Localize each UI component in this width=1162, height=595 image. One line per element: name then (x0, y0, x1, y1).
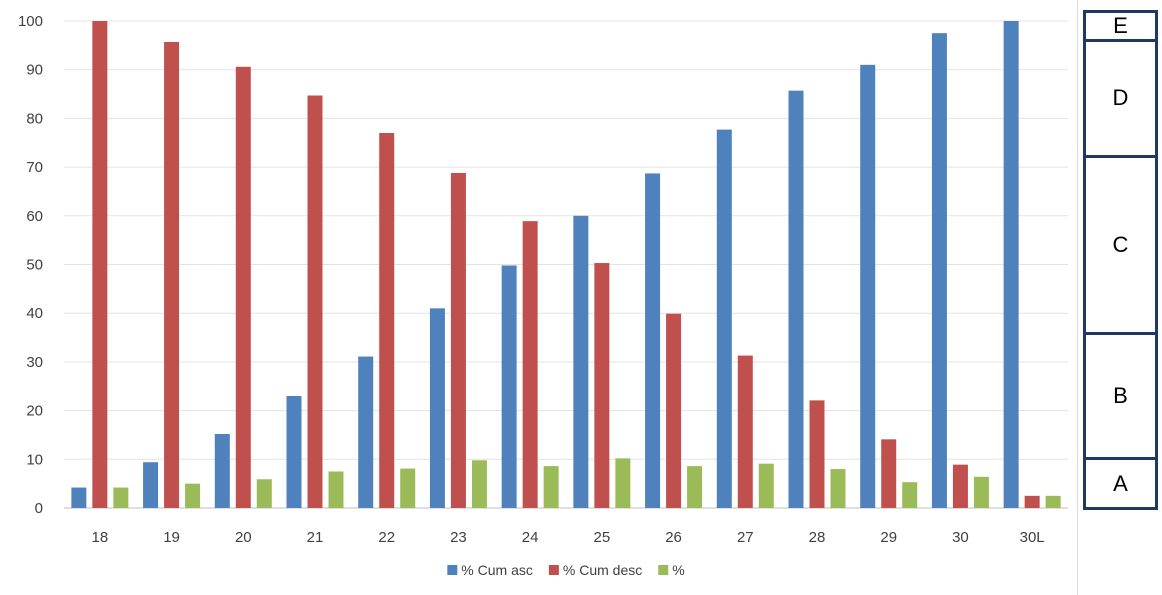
x-tick-label: 18 (92, 529, 109, 546)
bar (400, 468, 416, 508)
grade-cell-a: A (1086, 460, 1155, 507)
grade-cell-c: C (1086, 158, 1155, 335)
x-tick-label: 20 (235, 529, 252, 546)
bar (881, 439, 897, 508)
bar (830, 469, 846, 508)
grade-label: B (1113, 382, 1128, 408)
bar (113, 487, 129, 508)
grade-cell-d: D (1086, 42, 1155, 158)
bar (143, 462, 159, 508)
bar (645, 173, 661, 508)
bar (758, 463, 774, 508)
bar (256, 479, 272, 508)
grade-label: E (1113, 13, 1128, 38)
bar-chart: 0 10 20 30 40 50 60 70 80 90 100 18 19 20 21 22 23 24 25 26… (18, 13, 1068, 578)
bar (1003, 21, 1019, 508)
y-tick-label: 70 (26, 159, 43, 176)
chart-area: 0 10 20 30 40 50 60 70 80 90 100 18 19 20 21 22 23 24 25 26… (18, 0, 1078, 595)
bar (429, 308, 445, 508)
bar (594, 263, 610, 508)
bar (687, 466, 703, 508)
bar (522, 221, 538, 509)
x-tick-label: 24 (522, 529, 539, 546)
y-tick-label: 10 (26, 451, 43, 468)
x-tick-label: 19 (163, 529, 180, 546)
bar (716, 129, 732, 508)
bar (471, 460, 487, 508)
bar (358, 356, 374, 508)
y-tick-label: 90 (26, 62, 43, 79)
bar (1045, 495, 1061, 508)
bar (860, 64, 876, 508)
bar (379, 133, 395, 508)
grade-scale: E D C B A (1083, 10, 1158, 510)
legend-label: % (672, 562, 684, 578)
grade-cell-e: E (1086, 13, 1155, 42)
bar (214, 433, 230, 508)
bar (573, 215, 589, 509)
legend-label: % Cum desc (563, 562, 642, 578)
x-tick-label: 28 (809, 529, 826, 546)
legend-swatch (658, 565, 669, 575)
x-tick-label: 23 (450, 529, 467, 546)
y-tick-label: 40 (26, 305, 43, 322)
y-tick-label: 80 (26, 110, 43, 127)
bar (737, 355, 753, 508)
bar (615, 458, 631, 508)
bar (328, 471, 344, 508)
bar (286, 395, 302, 508)
bar (931, 33, 947, 509)
y-tick-label: 60 (26, 208, 43, 225)
x-tick-label: 26 (665, 529, 682, 546)
y-tick-label: 100 (18, 13, 43, 30)
y-tick-label: 30 (26, 354, 43, 371)
grade-cell-b: B (1086, 335, 1155, 460)
bar (450, 172, 466, 508)
x-tick-label: 25 (594, 529, 611, 546)
bar (71, 487, 87, 508)
bar (235, 66, 251, 508)
bar (543, 466, 559, 508)
grade-label: D (1112, 85, 1129, 111)
x-tick-label: 30 (952, 529, 969, 546)
x-tick-label: 21 (307, 529, 324, 546)
x-tick-label: 27 (737, 529, 754, 546)
bar (788, 90, 804, 509)
legend-swatch (447, 565, 458, 575)
y-tick-label: 20 (26, 403, 43, 420)
bar (973, 476, 989, 508)
x-tick-label: 29 (880, 529, 897, 546)
bar (501, 265, 517, 508)
legend-label: % Cum asc (461, 562, 533, 578)
bar (952, 464, 968, 508)
bar (666, 313, 682, 508)
legend-swatch (548, 565, 559, 575)
y-tick-label: 50 (26, 257, 43, 274)
x-tick-label: 22 (378, 529, 395, 546)
bar (1024, 495, 1040, 508)
bar (185, 483, 201, 508)
y-tick-label: 0 (35, 500, 43, 517)
bar (92, 21, 108, 508)
grade-label: C (1112, 231, 1129, 257)
bar (809, 400, 825, 508)
bar (307, 95, 323, 509)
x-tick-label: 30L (1020, 529, 1045, 546)
grade-label: A (1113, 470, 1128, 496)
bar (164, 41, 180, 508)
bar (902, 482, 918, 508)
